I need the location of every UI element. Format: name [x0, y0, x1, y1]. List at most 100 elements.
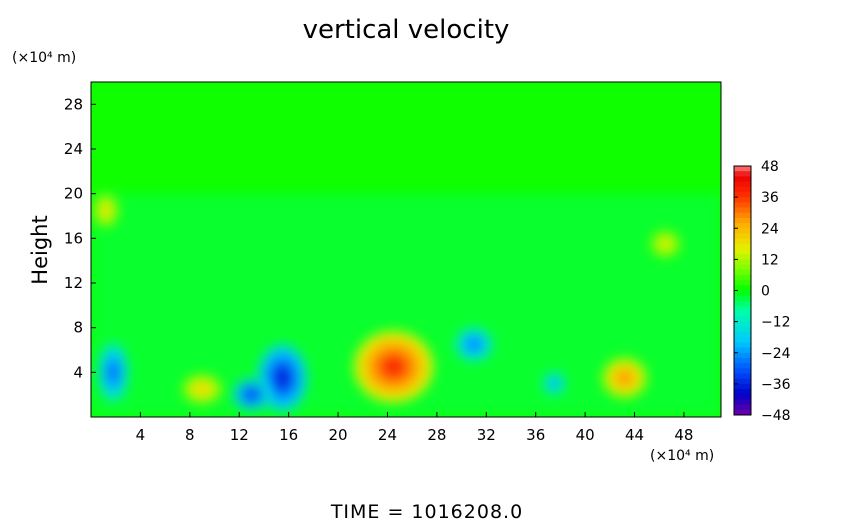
colorbar-segment — [734, 311, 751, 317]
colorbar-segment — [734, 383, 751, 390]
colorbar-segment — [734, 243, 751, 250]
colorbar-segment — [734, 217, 751, 224]
velocity-cell-updraft — [602, 357, 647, 399]
colorbar-segment — [734, 176, 751, 183]
velocity-cell-updraft — [93, 193, 119, 228]
x-tick-label: 36 — [526, 426, 545, 444]
x-tick-label: 12 — [230, 426, 249, 444]
y-tick-label: 12 — [64, 274, 83, 292]
colorbar-segment — [734, 233, 751, 240]
colorbar-tick-label: 24 — [761, 221, 779, 237]
x-tick-label: 24 — [378, 426, 397, 444]
y-tick-label: 28 — [64, 95, 83, 113]
contour-level — [620, 373, 630, 382]
colorbar-segment — [734, 207, 751, 214]
colorbar-segment — [734, 274, 751, 281]
colorbar-segment — [734, 259, 751, 266]
colorbar-segment — [734, 290, 751, 297]
contour-level — [662, 241, 669, 247]
colorbar-segment — [734, 409, 751, 416]
colorbar-segment — [734, 280, 751, 286]
colorbar-segment — [734, 326, 751, 333]
x-axis-unit: (×10⁴ m) — [650, 448, 714, 464]
contour-level — [247, 391, 256, 398]
colorbar-tick-label: −24 — [761, 346, 791, 362]
colorbar-segment — [734, 300, 751, 307]
x-tick-label: 16 — [279, 426, 298, 444]
colorbar-segment — [734, 202, 751, 208]
velocity-cell-downdraft — [455, 327, 493, 362]
colorbar-segment — [734, 399, 751, 406]
x-tick-label: 48 — [674, 426, 693, 444]
colorbar-segment — [734, 186, 751, 193]
colorbar-segment — [734, 357, 751, 364]
y-tick-label: 8 — [73, 319, 83, 337]
colorbar-segment — [734, 238, 751, 245]
colorbar-tick-label: −12 — [761, 315, 791, 331]
colorbar-segment — [734, 264, 751, 271]
y-tick-label: 20 — [64, 185, 83, 203]
contour-level — [385, 359, 402, 374]
colorbar-segment — [734, 373, 751, 380]
colorbar-segment — [734, 191, 751, 198]
x-tick-label: 40 — [576, 426, 595, 444]
velocity-cell-updraft — [182, 374, 222, 404]
contour-level — [198, 386, 207, 392]
colorbar-segment — [734, 181, 751, 188]
colorbar-segment — [734, 212, 751, 219]
heatmap-layer — [90, 81, 722, 418]
colorbar-segment — [734, 342, 751, 349]
contour-level — [110, 366, 117, 379]
colorbar-tick-label: −36 — [761, 377, 791, 393]
colorbar-segment — [734, 166, 751, 172]
x-tick-label: 4 — [136, 426, 146, 444]
colorbar-segment — [734, 363, 751, 369]
colorbar: 48 36 24 12 0 −12 −24 −36 −48 — [733, 159, 791, 424]
colorbar-segment — [734, 404, 751, 411]
contour-level — [470, 341, 478, 348]
colorbar-segment — [734, 378, 751, 385]
y-tick-label: 24 — [64, 140, 83, 158]
colorbar-tick-label: 48 — [761, 159, 779, 175]
colorbar-segment — [734, 306, 751, 312]
colorbar-segment — [734, 249, 751, 255]
contour-level — [552, 381, 557, 386]
velocity-cell-downdraft — [543, 372, 566, 395]
colorbar-segment — [734, 223, 751, 229]
x-tick-label: 20 — [329, 426, 348, 444]
colorbar-segment — [734, 197, 751, 203]
contour-level — [103, 207, 109, 214]
colorbar-tick-label: −48 — [761, 408, 791, 424]
colorbar-segment — [734, 368, 751, 374]
y-tick-label: 16 — [64, 229, 83, 247]
x-tick-label: 44 — [625, 426, 644, 444]
velocity-cell-updraft — [354, 331, 434, 403]
colorbar-segment — [734, 332, 751, 338]
velocity-cell-downdraft — [233, 379, 271, 411]
colorbar-tick-label: 12 — [761, 252, 779, 268]
colorbar-segment — [734, 316, 751, 323]
velocity-cell-updraft — [650, 230, 681, 258]
colorbar-segment — [734, 337, 751, 343]
contour-level — [277, 371, 288, 385]
colorbar-segment — [734, 347, 751, 354]
colorbar-tick-label: 36 — [761, 190, 779, 206]
colorbar-segment — [734, 254, 751, 260]
colorbar-segment — [734, 269, 751, 276]
colorbar-segment — [734, 295, 751, 302]
x-tick-label: 8 — [185, 426, 195, 444]
colorbar-segment — [734, 321, 751, 328]
time-label: TIME = 1016208.0 — [330, 501, 523, 519]
colorbar-segment — [734, 352, 751, 359]
velocity-cell-downdraft — [98, 343, 129, 402]
x-tick-label: 28 — [427, 426, 446, 444]
y-axis-label: Height — [28, 215, 52, 284]
plot-frame — [90, 81, 722, 418]
y-axis-unit: (×10⁴ m) — [12, 50, 76, 66]
colorbar-segment — [734, 285, 751, 291]
colorbar-segment — [734, 171, 751, 177]
colorbar-segment — [734, 394, 751, 400]
chart-title: vertical velocity — [303, 15, 510, 45]
